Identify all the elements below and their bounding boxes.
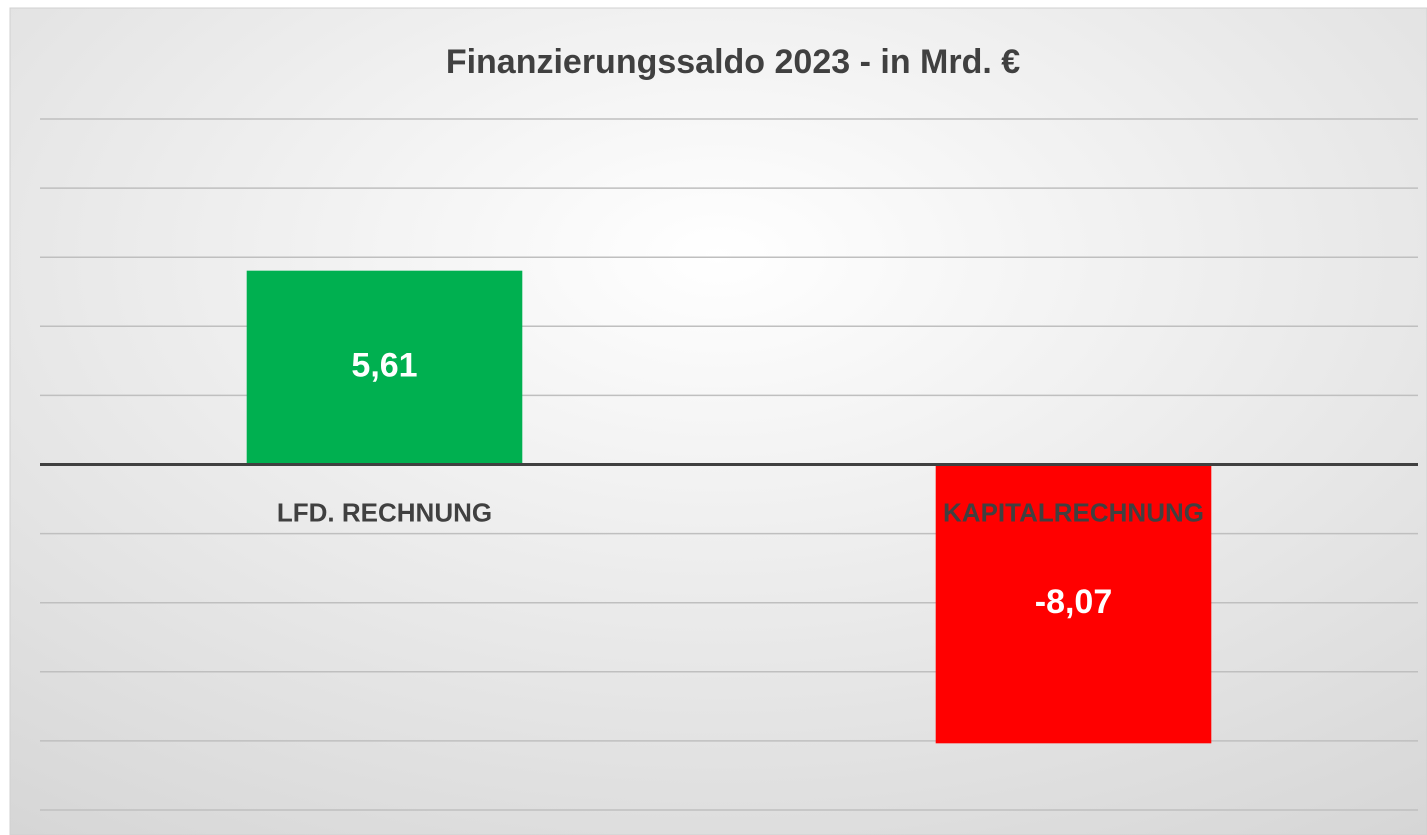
- x-tick-label: LFD. RECHNUNG: [277, 497, 492, 527]
- bar: [935, 464, 1212, 744]
- chart-title: Finanzierungssaldo 2023 - in Mrd. €: [446, 43, 1020, 81]
- bar: [246, 270, 523, 465]
- x-tick-label: KAPITALRECHNUNG: [943, 497, 1204, 527]
- chart-background: [9, 7, 1427, 835]
- data-label: 5,61: [351, 347, 417, 385]
- data-label: -8,07: [1035, 583, 1113, 621]
